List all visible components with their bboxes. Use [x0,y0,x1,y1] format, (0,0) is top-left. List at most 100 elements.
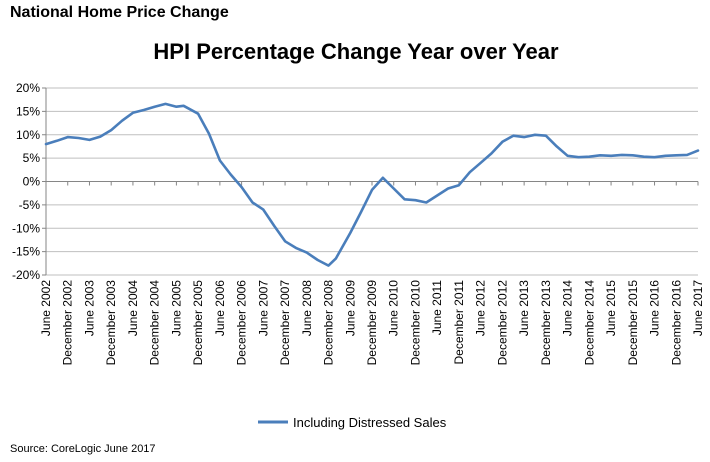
source-note: Source: CoreLogic June 2017 [10,443,156,455]
data-point [610,154,612,157]
data-point [414,199,417,201]
x-tick-label: December 2015 [626,280,640,366]
data-point [588,155,591,158]
x-tick-label: December 2014 [582,280,596,366]
data-point [349,232,352,234]
legend-label: Including Distressed Sales [293,415,447,430]
data-point [175,105,178,108]
data-point [262,208,265,211]
data-point [316,259,319,261]
x-tick-label: June 2010 [387,280,401,336]
data-point [523,136,525,138]
x-tick-label: December 2007 [278,280,292,366]
data-point [599,154,601,157]
axes [45,88,699,275]
data-point [121,119,123,122]
x-tick-label: June 2002 [39,280,53,336]
data-point [664,154,667,157]
data-point [501,140,504,143]
data-point [251,201,254,204]
x-tick-label: December 2006 [235,280,249,366]
y-tick-label: 20% [16,81,40,95]
x-tick-label: June 2016 [648,280,662,336]
data-point [219,159,221,162]
x-tick-label: December 2008 [322,280,336,366]
data-point [479,162,482,164]
data-point [240,186,243,188]
data-point [642,155,645,158]
data-point [327,264,330,267]
x-tick-label: June 2006 [213,280,227,336]
chart-title: HPI Percentage Change Year over Year [153,39,559,64]
y-tick-label: 15% [16,104,40,118]
y-tick-label: 5% [23,151,41,165]
data-point [566,154,569,157]
y-tick-label: 0% [23,175,41,189]
data-point [490,152,493,155]
data-point [88,139,91,141]
x-tick-label: June 2012 [474,280,488,336]
x-tick-label: June 2015 [604,280,618,336]
data-point [208,133,210,135]
x-tick-label: December 2003 [104,280,118,366]
data-point [512,134,515,137]
data-point [197,112,199,115]
x-tick-label: December 2011 [452,280,466,365]
data-point [45,143,47,145]
x-tick-label: June 2004 [126,280,140,336]
data-point [447,187,449,190]
data-point [66,136,69,138]
data-point [653,156,656,158]
data-point [469,171,471,173]
x-tick-label: June 2013 [517,280,531,336]
data-point [77,137,80,139]
x-tick-label: June 2003 [82,280,96,336]
x-tick-label: June 2009 [343,280,357,336]
data-point [99,135,102,138]
data-point [229,173,232,176]
data-point [132,111,134,114]
x-tick-label: June 2008 [300,280,314,336]
data-point [182,104,185,107]
data-point [632,154,634,157]
x-tick-label: June 2007 [256,280,270,336]
x-tick-label: December 2016 [669,280,683,366]
y-tick-label: -5% [19,198,41,212]
x-axis-tick-labels: June 2002 December 2002 June 2003 December … [39,280,705,366]
x-tick-label: December 2004 [148,280,162,366]
x-tick-label: December 2009 [365,280,379,366]
x-tick-label: June 2005 [169,280,183,336]
data-point [284,240,286,243]
y-axis-tick-labels: 20% 15% 10% 5% 0% -5% -10% -15% -20% [12,81,40,282]
header-title: National Home Price Change [10,4,229,21]
data-point [436,194,439,197]
data-point [403,198,406,201]
x-tick-label: June 2017 [691,280,705,336]
data-point [577,156,580,158]
data-point [143,109,145,111]
x-tick-label: December 2005 [191,280,205,366]
data-point [110,129,112,131]
data-point [697,149,699,152]
data-point [306,251,308,254]
data-point [371,189,373,191]
x-tick-label: December 2012 [495,280,509,366]
data-point [675,154,678,157]
x-tick-label: December 2002 [61,280,75,366]
x-tick-label: December 2010 [408,280,422,366]
data-point [534,133,536,136]
data-point [621,154,623,156]
y-tick-label: -15% [12,245,40,259]
data-point [392,187,395,190]
data-point [382,176,384,179]
data-point [295,247,297,249]
data-point [545,134,547,137]
data-point [458,184,460,187]
data-point [425,201,428,204]
data-point [360,211,362,213]
data-point [686,154,688,156]
x-tick-label: June 2011 [430,280,444,335]
data-point [555,145,558,148]
data-point [273,225,276,227]
